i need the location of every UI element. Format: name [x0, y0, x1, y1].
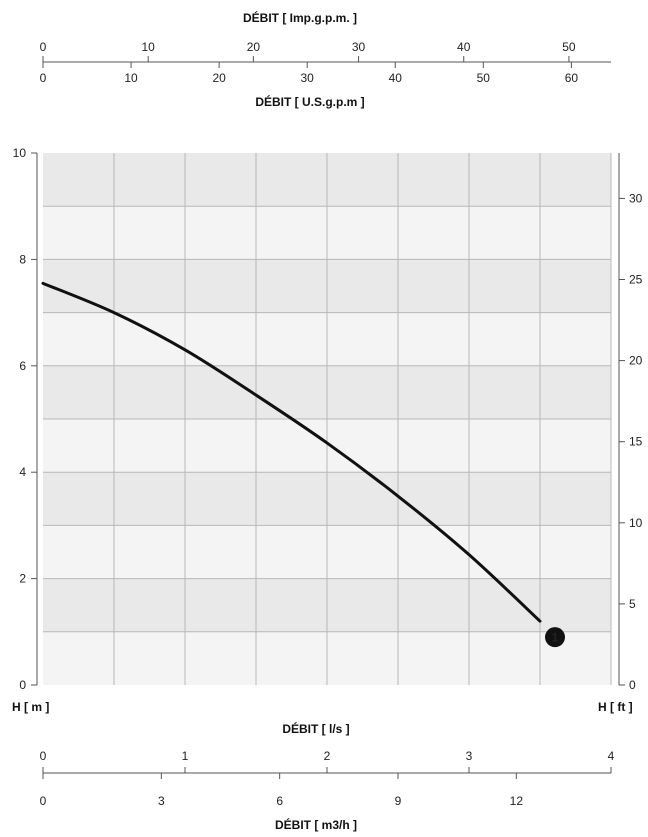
left-axis-tick-label: 4: [19, 465, 26, 479]
bottom-1-axis-tick-label: 0: [40, 749, 47, 763]
top-2-axis-tick-label: 10: [124, 71, 138, 85]
top-axis-2-title: DÉBIT [ U.S.g.p.m ]: [255, 94, 364, 109]
left-axis-tick-label: 10: [13, 146, 27, 160]
left-axis: 0 2 4 6 8 10: [13, 146, 38, 692]
curve-marker-label: 1: [552, 631, 559, 645]
left-axis-tick-label: 2: [19, 572, 26, 586]
pump-curve-line: [41, 281, 542, 623]
top-1-axis-tick-label: 30: [352, 40, 366, 54]
top-1-axis-tick-label: 20: [247, 40, 261, 54]
left-axis-tick-label: 8: [19, 252, 26, 266]
left-axis-title: H [ m ]: [12, 700, 49, 714]
top-1-axis-tick-label: 50: [562, 40, 576, 54]
left-axis-tick-label: 6: [19, 359, 26, 373]
right-axis-title: H [ ft ]: [598, 700, 633, 714]
top-2-axis-tick-label: 50: [477, 71, 491, 85]
top-2-axis-tick-label: 40: [389, 71, 403, 85]
top-axes: DÉBIT [ Imp.g.p.m. ] 0 10 20 30 40 50 0 10 20 30…: [40, 10, 611, 109]
bottom-axis-1-title: DÉBIT [ l/s ]: [282, 721, 349, 736]
bottom-2-axis-tick-label: 6: [276, 794, 283, 808]
grid-lines: [43, 153, 612, 685]
top-2-axis-tick-label: 60: [565, 71, 579, 85]
right-axis: 0 5 10 15 20 25 30: [618, 153, 643, 692]
top-2-axis-tick-label: 20: [212, 71, 226, 85]
bottom-1-axis-tick-label: 3: [466, 749, 473, 763]
bottom-1-axis-tick-label: 1: [182, 749, 189, 763]
right-axis-tick-label: 5: [629, 597, 636, 611]
right-axis-tick-label: 10: [629, 516, 643, 530]
top-1-axis-tick-label: 0: [40, 40, 47, 54]
top-1-axis-tick-label: 10: [142, 40, 156, 54]
right-axis-tick-label: 0: [629, 678, 636, 692]
right-axis-tick-label: 30: [629, 191, 643, 205]
top-2-axis-tick-label: 30: [301, 71, 315, 85]
bottom-1-axis-tick-label: 2: [324, 749, 331, 763]
bottom-2-axis-tick-label: 3: [158, 794, 165, 808]
curve-marker-badge: [545, 627, 565, 648]
bottom-2-axis-tick-label: 12: [510, 794, 524, 808]
bottom-1-axis-tick-label: 4: [608, 749, 615, 763]
bottom-2-axis-tick-label: 9: [395, 794, 402, 808]
bottom-axis-2-title: DÉBIT [ m3/h ]: [275, 817, 357, 832]
top-1-axis-tick-label: 40: [457, 40, 471, 54]
right-axis-tick-label: 20: [629, 354, 643, 368]
curve-layer: 1: [41, 281, 565, 648]
right-axis-tick-label: 25: [629, 273, 643, 287]
right-axis-tick-label: 15: [629, 435, 643, 449]
bottom-2-axis-tick-label: 0: [40, 794, 47, 808]
left-axis-tick-label: 0: [19, 678, 26, 692]
top-2-axis-tick-label: 0: [40, 71, 47, 85]
top-axis-1-title: DÉBIT [ Imp.g.p.m. ]: [243, 10, 357, 25]
